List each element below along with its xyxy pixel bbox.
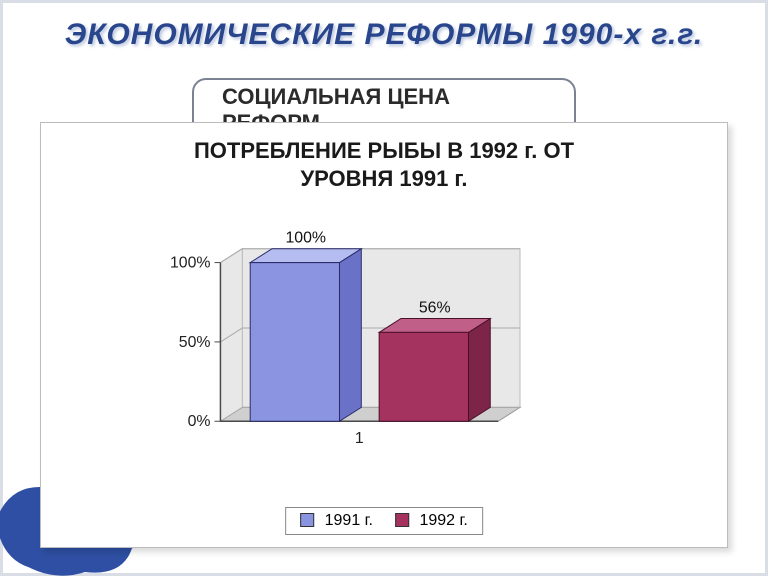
svg-text:56%: 56%: [419, 300, 451, 317]
chart-panel: ПОТРЕБЛЕНИЕ РЫБЫ В 1992 г. ОТ УРОВНЯ 199…: [40, 122, 728, 548]
legend-item-1992: 1992 г.: [395, 512, 468, 530]
svg-text:0%: 0%: [188, 413, 211, 430]
plot-area: 0% 50% 100% 100% 56% 1: [151, 213, 647, 451]
legend-item-1991: 1991 г.: [300, 512, 373, 530]
svg-text:100%: 100%: [285, 230, 326, 247]
svg-text:1: 1: [355, 430, 364, 447]
legend-swatch-1991: [300, 513, 314, 527]
chart-title-line2: УРОВНЯ 1991 г.: [300, 166, 467, 191]
svg-text:50%: 50%: [179, 334, 211, 351]
page-title: ЭКОНОМИЧЕСКИЕ РЕФОРМЫ 1990-х г.г.: [0, 18, 768, 52]
page-title-text: ЭКОНОМИЧЕСКИЕ РЕФОРМЫ 1990-х г.г.: [65, 18, 704, 51]
svg-text:100%: 100%: [170, 255, 211, 272]
legend: 1991 г. 1992 г.: [285, 507, 483, 535]
chart-title: ПОТРЕБЛЕНИЕ РЫБЫ В 1992 г. ОТ УРОВНЯ 199…: [41, 137, 727, 192]
bar-chart-svg: 0% 50% 100% 100% 56% 1: [151, 213, 647, 451]
legend-swatch-1992: [395, 513, 409, 527]
legend-label-1991: 1991 г.: [325, 512, 373, 529]
legend-label-1992: 1992 г.: [419, 512, 467, 529]
chart-title-line1: ПОТРЕБЛЕНИЕ РЫБЫ В 1992 г. ОТ: [194, 138, 574, 163]
